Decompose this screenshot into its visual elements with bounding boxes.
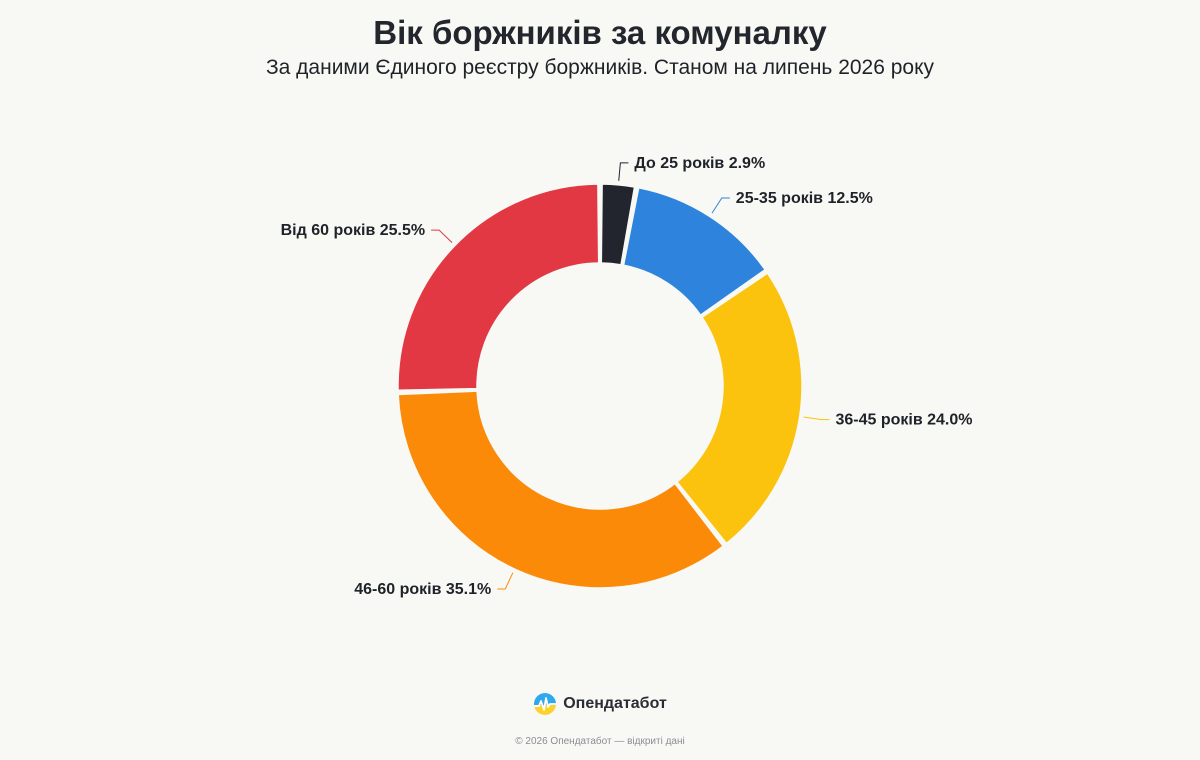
leader-line-1 [618,162,629,181]
slice-label-4: 46-60 років 35.1% [354,581,491,598]
slice-label-2: 25-35 років 12.5% [736,190,873,207]
leader-line-5 [431,229,453,244]
slice-2 [622,186,766,316]
slice-1 [600,183,636,266]
leader-line-4 [497,572,514,590]
footer-copyright: © 2026 Опендатабот — відкриті дані [515,736,685,747]
slice-label-1: До 25 років 2.9% [634,155,765,172]
slice-3 [676,272,803,545]
brand: Опендатабот [0,692,1200,716]
leader-line-3 [803,416,830,421]
chart-title: Вік боржників за комуналку [373,14,827,51]
chart-subtitle: За даними Єдиного реєстру боржників. Ста… [265,56,935,79]
slice-label-5: Від 60 років 25.5% [281,222,426,239]
brand-name: Опендатабот [563,695,667,712]
leader-line-2 [711,197,730,214]
slice-4 [397,390,724,589]
slice-5 [397,183,600,391]
opendatabot-logo-icon [534,693,557,715]
slice-label-3: 36-45 років 24.0% [835,412,972,429]
